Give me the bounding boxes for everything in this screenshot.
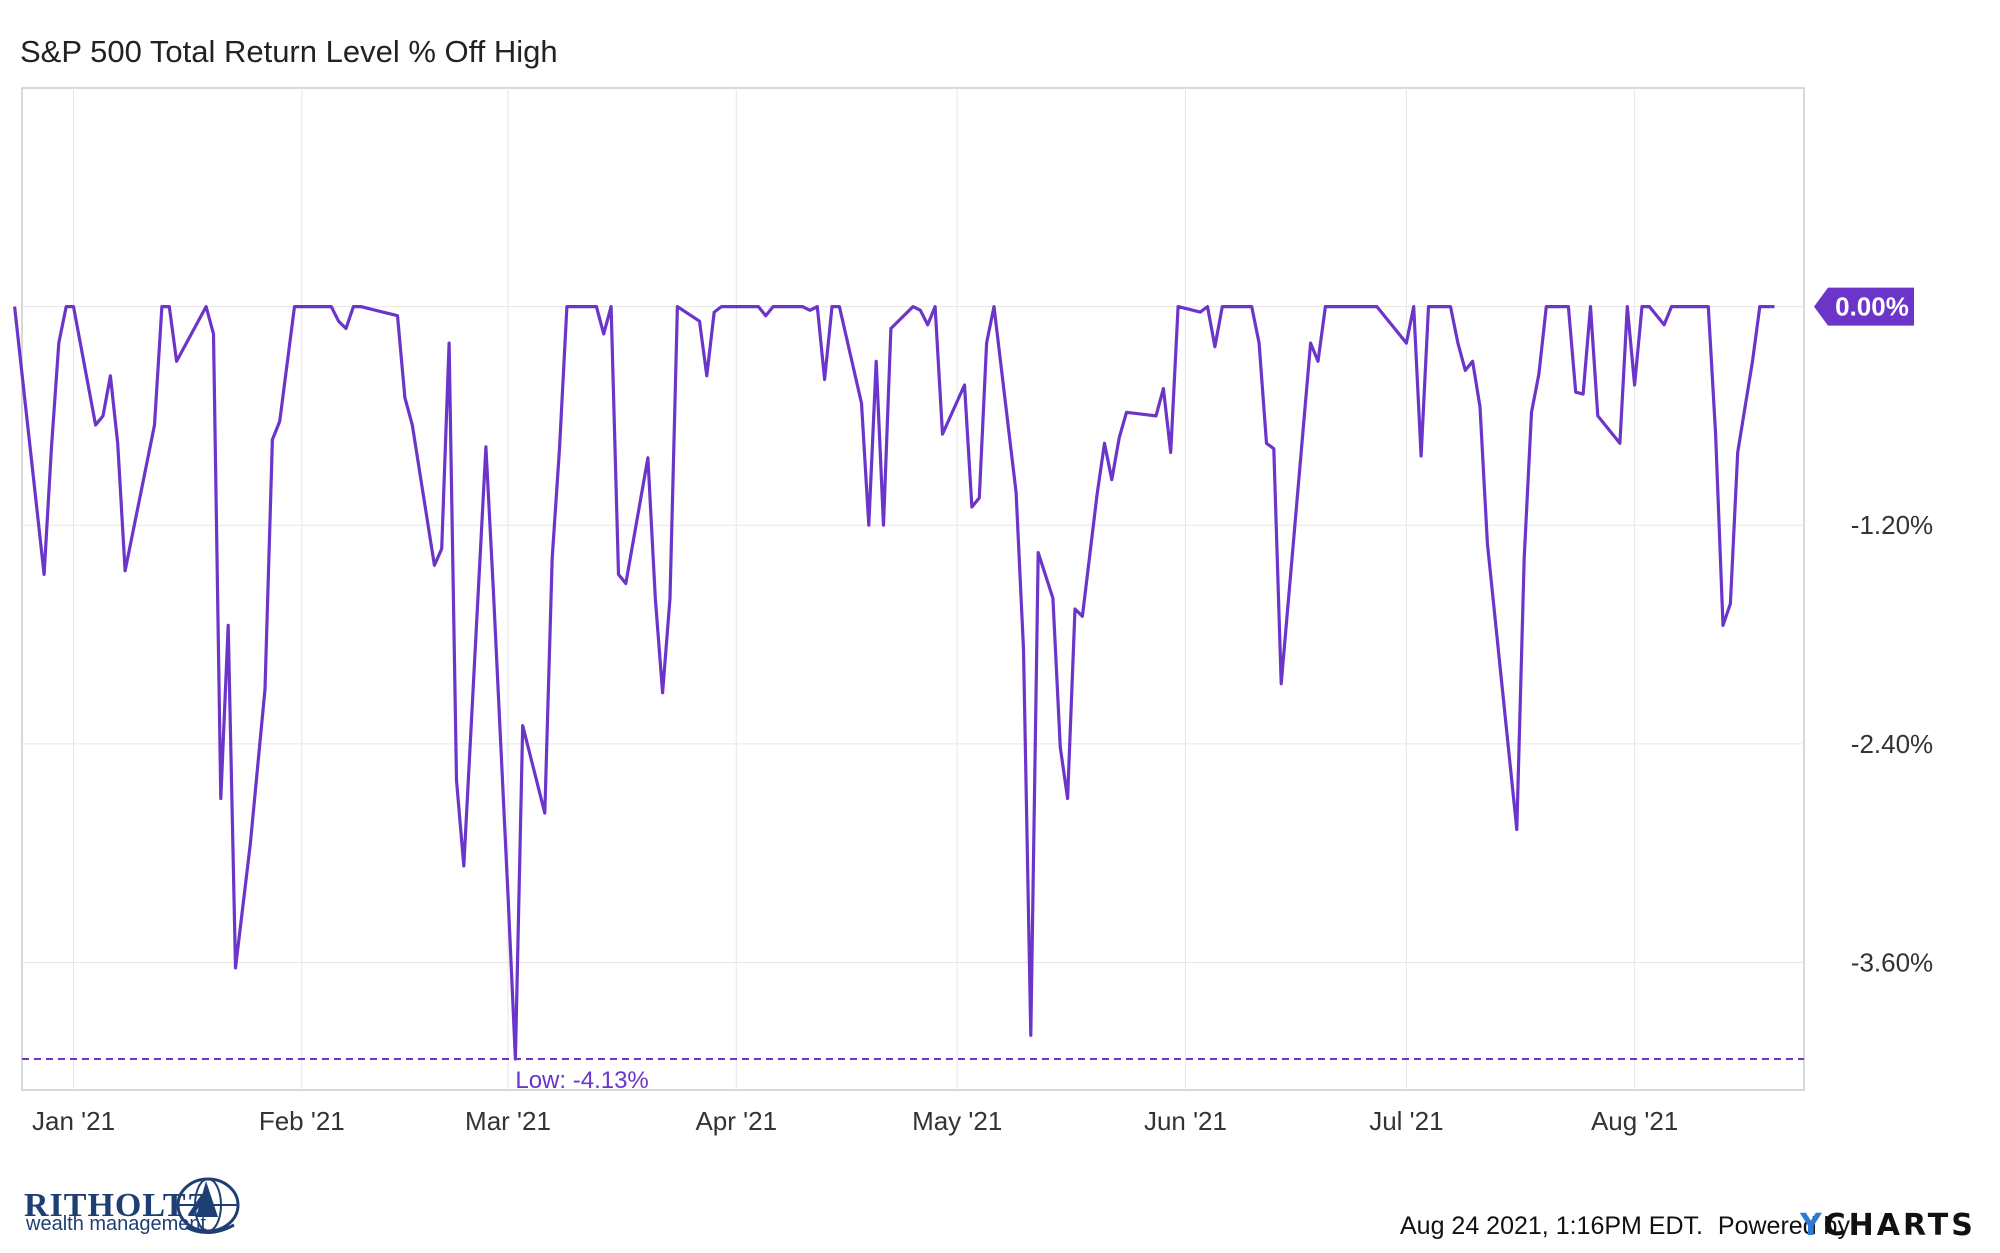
x-axis-ticks: Jan '21 Feb '21 Mar '21 Apr '21 May '21 Jun '… <box>32 1106 1678 1136</box>
footer-timestamp-text: Aug 24 2021, 1:16PM EDT. <box>1400 1212 1703 1240</box>
ycharts-logo-y: Y <box>1799 1208 1824 1243</box>
x-tick-label: Jun '21 <box>1144 1106 1227 1136</box>
ycharts-logo[interactable]: YCHARTS <box>1799 1208 1976 1243</box>
current-value-badge-bg <box>1814 287 1914 326</box>
y-axis-ticks: -1.20% -2.40% -3.60% <box>1851 510 1933 977</box>
x-tick-label: Apr '21 <box>695 1106 777 1136</box>
svg-text:YCHARTS: YCHARTS <box>1799 1208 1976 1243</box>
footer-timestamp: Aug 24 2021, 1:16PM EDT. Powered by <box>1400 1212 1850 1240</box>
y-tick-label: -1.20% <box>1851 510 1933 540</box>
current-value-badge: 0.00% <box>1814 287 1914 326</box>
y-gridlines <box>22 306 1804 963</box>
plot-area-border <box>21 87 1805 1091</box>
x-tick-label: Jul '21 <box>1369 1106 1443 1136</box>
ritholtz-logo: RITHOLTZ wealth management <box>24 1177 240 1235</box>
logo-subtitle: wealth management <box>25 1213 207 1235</box>
ycharts-logo-text: CHARTS <box>1824 1208 1976 1243</box>
footer-powered-by: Powered by <box>1718 1212 1851 1240</box>
x-tick-label: Jan '21 <box>32 1106 115 1136</box>
x-tick-label: May '21 <box>912 1106 1002 1136</box>
x-tick-label: Mar '21 <box>465 1106 551 1136</box>
x-gridlines <box>73 88 1636 1090</box>
chart-title: S&P 500 Total Return Level % Off High <box>20 34 558 69</box>
low-label: Low: -4.13% <box>515 1067 648 1094</box>
globe-sailboat-logo-icon <box>176 1177 240 1234</box>
current-value-label: 0.00% <box>1835 292 1909 322</box>
x-tick-label: Feb '21 <box>259 1106 345 1136</box>
y-tick-label: -2.40% <box>1851 729 1933 759</box>
series-line[interactable] <box>13 305 1775 1061</box>
y-tick-label: -3.60% <box>1851 947 1933 977</box>
x-tick-label: Aug '21 <box>1591 1106 1678 1136</box>
